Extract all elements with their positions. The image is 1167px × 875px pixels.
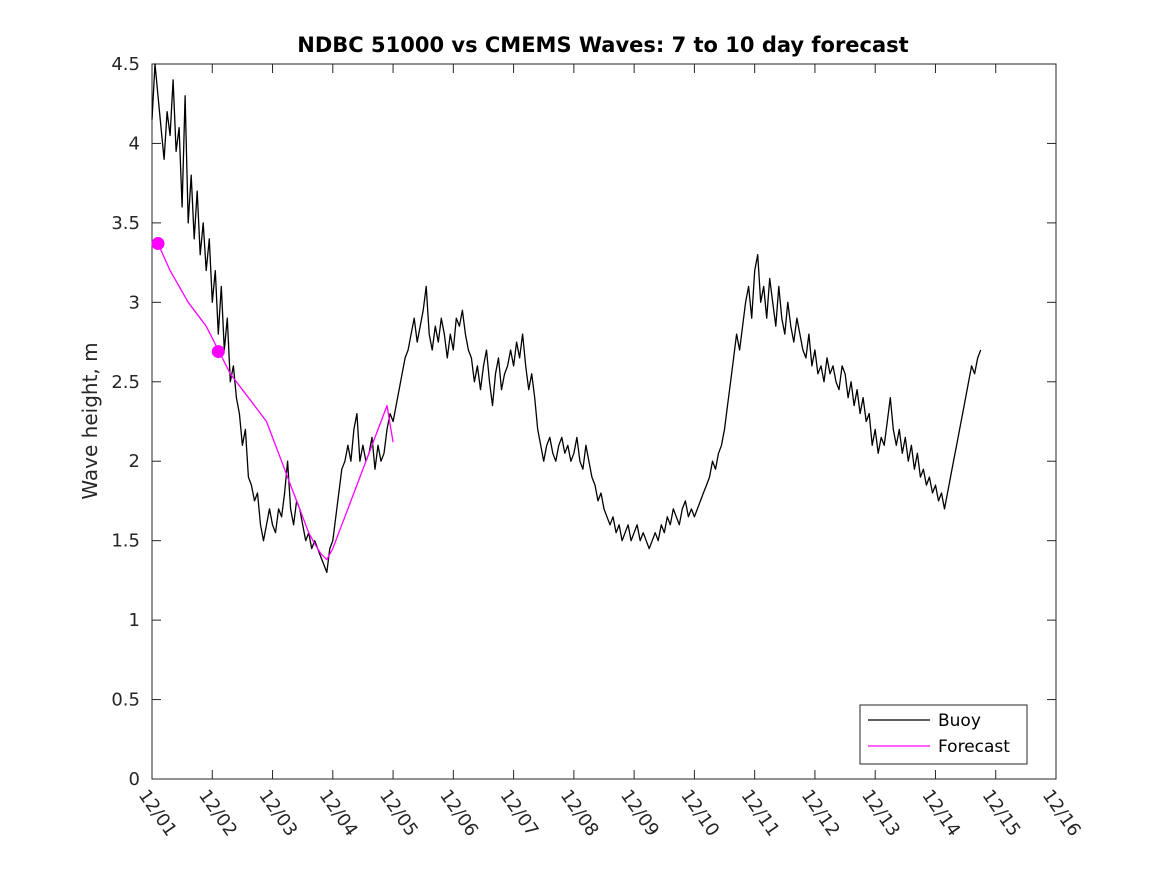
y-tick-label: 4 [129,133,140,154]
y-tick-label: 0 [129,769,140,790]
chart-title: NDBC 51000 vs CMEMS Waves: 7 to 10 day f… [297,33,908,57]
y-tick-label: 1 [129,610,140,631]
plot-area: 00.511.522.533.544.512/01 12/02 12/03 12/04… [111,54,1085,840]
legend: Buoy Forecast [859,704,1028,765]
y-tick-label: 3.5 [111,213,140,234]
legend-box [859,704,1028,765]
y-tick-label: 4.5 [111,54,140,75]
legend-label-buoy: Buoy [938,711,981,731]
y-tick-label: 2.5 [111,372,140,393]
y-tick-label: 2 [129,451,140,472]
series-line-forecast [157,243,394,561]
plot-frame [151,63,1057,780]
y-tick-label: 3 [129,292,140,313]
y-tick-label: 1.5 [111,531,140,552]
y-axis-label: Wave height, m [78,342,102,499]
forecast-marker [211,345,225,359]
legend-label-forecast: Forecast [938,737,1010,757]
y-tick-label: 0.5 [111,690,140,711]
forecast-marker [151,237,165,251]
series-line-buoy [151,63,982,574]
